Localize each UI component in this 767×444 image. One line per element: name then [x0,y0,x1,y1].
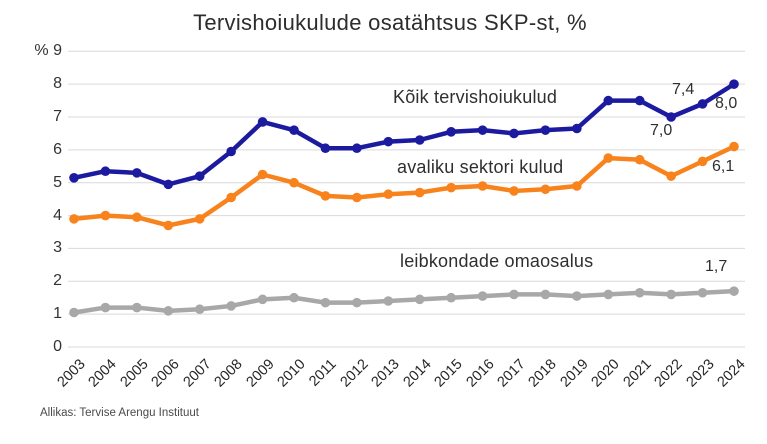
data-point [257,294,268,305]
source-note: Allikas: Tervise Arengu Instituut [40,407,199,419]
data-point [509,289,519,300]
data-point [572,181,582,191]
data-point [163,220,174,231]
data-point [383,296,394,306]
data-point [572,123,582,134]
series-line-2 [71,288,737,315]
data-point [446,126,456,137]
series-label-household-out-of-pocket: leibkondade omaosalus [400,251,594,271]
data-point [697,99,708,109]
data-point [414,187,425,198]
data-point [729,141,739,152]
data-point [477,291,488,301]
data-point [226,301,236,311]
data-point [634,154,645,165]
data-point [509,186,519,196]
data-point [132,302,142,313]
data-point [634,287,645,298]
data-point [729,286,739,296]
data-point [603,95,614,106]
data-point [540,125,551,135]
data-point [446,182,456,193]
data-point [100,210,111,221]
data-point [414,135,425,145]
data-point [194,171,205,181]
y-tick-label: 2 [53,272,62,290]
data-point [226,192,236,203]
data-point [194,214,205,224]
value-label-household-2024: 1,7 [705,258,728,275]
y-tick-label: 1 [53,305,62,323]
value-label-total-2022: 7,0 [650,122,673,139]
data-point [509,128,519,139]
data-point [666,171,676,181]
data-point [257,117,268,127]
series-line-1 [71,144,737,228]
data-point [320,191,331,201]
data-point [320,297,331,308]
y-tick-label: 7 [53,108,62,125]
data-point [603,153,614,163]
data-point [320,143,331,154]
data-point [163,306,174,316]
y-tick-label: % 9 [34,42,62,60]
data-point [289,125,299,135]
data-point [132,168,142,178]
data-point [666,112,676,122]
y-tick-label: 5 [53,173,62,191]
data-point [603,289,614,300]
data-point [194,304,205,315]
y-tick-label: 6 [53,140,62,158]
data-point [446,292,456,303]
data-point [729,79,739,89]
data-point [352,192,362,203]
data-point [352,297,362,308]
data-point [69,214,79,224]
data-point [69,307,79,318]
data-point [540,289,551,300]
data-point [100,302,111,313]
y-tick-label: 3 [53,239,62,257]
data-point [163,179,174,190]
data-point [100,166,111,177]
data-point [383,136,394,147]
value-label-total-2024: 8,0 [715,95,738,112]
data-point [697,287,708,298]
series-label-public-sector-expenditure: avaliku sektori kulud [397,157,564,177]
data-point [477,181,488,191]
data-point [69,172,79,183]
data-point [634,95,645,106]
data-point [352,143,362,154]
value-label-total-2023: 7,4 [672,81,695,98]
data-point [477,125,488,135]
data-point [572,291,582,301]
y-tick-label: 0 [53,338,62,355]
data-point [414,294,425,305]
series-label-total-health-expenditure: Kõik tervishoiukulud [393,87,558,107]
value-label-public-2024: 6,1 [712,158,735,175]
y-tick-label: 4 [53,206,62,224]
chart-title: Tervishoiukulude osatähtsus SKP-st, % [193,10,587,35]
data-point [289,177,299,188]
data-point [697,156,708,167]
data-point [383,189,394,200]
data-point [666,289,676,300]
series-line-0 [71,81,737,187]
data-point [132,212,142,223]
data-point [289,292,299,303]
y-tick-label: 8 [53,75,62,93]
data-point [540,184,551,195]
data-point [226,146,236,157]
data-point [257,169,268,180]
